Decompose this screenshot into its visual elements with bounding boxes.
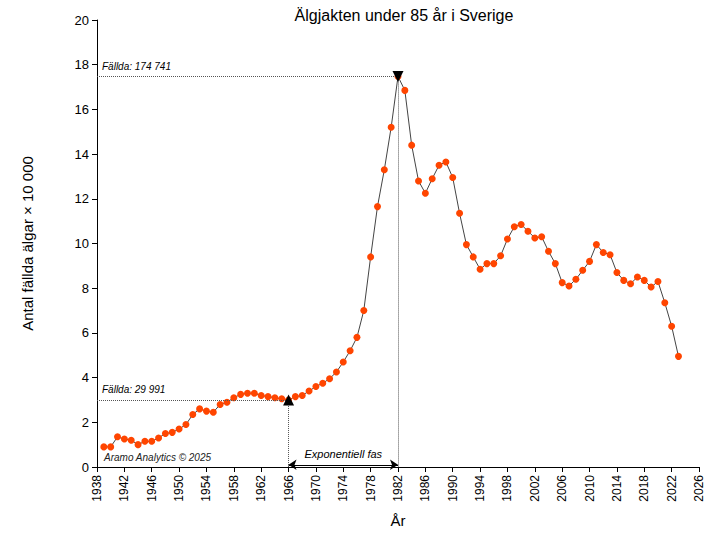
- svg-text:1994: 1994: [473, 475, 487, 502]
- svg-text:1966: 1966: [282, 475, 296, 502]
- svg-text:1950: 1950: [172, 475, 186, 502]
- svg-text:1938: 1938: [90, 475, 104, 502]
- svg-text:10: 10: [75, 236, 89, 251]
- svg-text:2010: 2010: [583, 475, 597, 502]
- svg-text:12: 12: [75, 191, 89, 206]
- svg-text:Älgjakten under 85 år i Sverig: Älgjakten under 85 år i Sverige: [295, 7, 514, 24]
- svg-text:1978: 1978: [364, 475, 378, 502]
- svg-text:20: 20: [75, 13, 89, 28]
- svg-text:Aramo Analytics © 2025: Aramo Analytics © 2025: [103, 452, 211, 463]
- svg-text:1958: 1958: [227, 475, 241, 502]
- svg-text:1946: 1946: [145, 475, 159, 502]
- svg-text:Antal fällda älgar × 10 000: Antal fällda älgar × 10 000: [19, 156, 36, 331]
- svg-text:1982: 1982: [391, 475, 405, 502]
- svg-text:4: 4: [82, 370, 89, 385]
- svg-text:16: 16: [75, 102, 89, 117]
- svg-text:Fällda: 174 741: Fällda: 174 741: [102, 61, 171, 72]
- svg-text:14: 14: [75, 147, 89, 162]
- svg-text:Fällda: 29 991: Fällda: 29 991: [102, 384, 165, 395]
- svg-text:1986: 1986: [418, 475, 432, 502]
- svg-text:1954: 1954: [199, 475, 213, 502]
- svg-text:1990: 1990: [446, 475, 460, 502]
- svg-text:2: 2: [82, 415, 89, 430]
- svg-text:Exponentiell fas: Exponentiell fas: [304, 448, 382, 460]
- svg-text:2002: 2002: [528, 475, 542, 502]
- svg-text:6: 6: [82, 325, 89, 340]
- svg-text:1998: 1998: [500, 475, 514, 502]
- svg-text:År: År: [391, 512, 406, 529]
- svg-text:1974: 1974: [336, 475, 350, 502]
- svg-text:2022: 2022: [665, 475, 679, 502]
- svg-text:0: 0: [82, 460, 89, 475]
- svg-text:8: 8: [82, 281, 89, 296]
- svg-text:2026: 2026: [692, 475, 706, 502]
- svg-text:1970: 1970: [309, 475, 323, 502]
- svg-text:2006: 2006: [555, 475, 569, 502]
- svg-text:1942: 1942: [117, 475, 131, 502]
- svg-text:2018: 2018: [637, 475, 651, 502]
- svg-text:1962: 1962: [254, 475, 268, 502]
- svg-text:2014: 2014: [610, 475, 624, 502]
- svg-text:18: 18: [75, 57, 89, 72]
